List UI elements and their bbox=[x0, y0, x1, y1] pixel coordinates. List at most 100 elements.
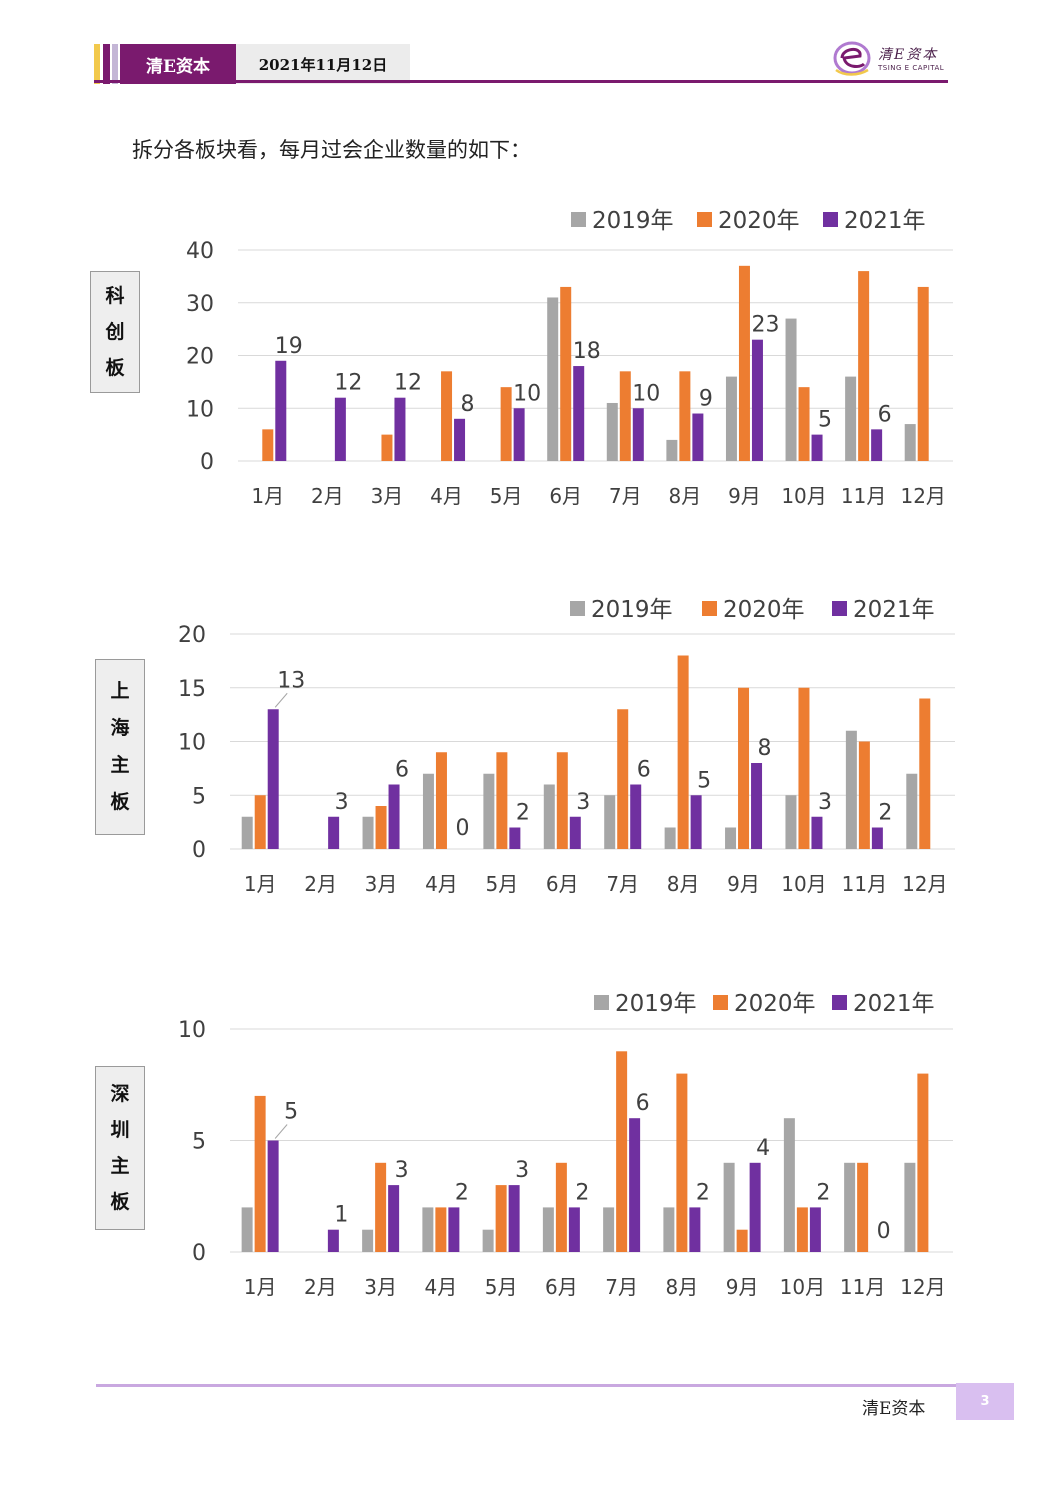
x-tick-label: 3月 bbox=[365, 872, 398, 896]
data-label: 8 bbox=[758, 736, 772, 761]
data-label: 18 bbox=[573, 339, 601, 364]
bar-2019年-4月 bbox=[422, 773, 434, 849]
data-label: 12 bbox=[334, 371, 362, 396]
data-label: 10 bbox=[513, 381, 541, 406]
logo-english: TSING E CAPITAL bbox=[878, 64, 945, 72]
bar-2020年-10月 bbox=[796, 1207, 808, 1252]
board-char: 创 bbox=[105, 321, 125, 343]
header-brand: 清E资本 bbox=[120, 44, 236, 84]
x-tick-label: 3月 bbox=[371, 484, 404, 508]
legend-label: 2020年 bbox=[718, 208, 800, 234]
data-label: 10 bbox=[632, 381, 660, 406]
bar-2019年-11月 bbox=[845, 730, 857, 849]
bar-2020年-12月 bbox=[917, 286, 929, 461]
bar-2019年-10月 bbox=[785, 795, 797, 849]
bar-2019年-1月 bbox=[241, 816, 253, 849]
data-label: 2 bbox=[516, 801, 530, 826]
x-tick-label: 6月 bbox=[549, 484, 582, 508]
bar-2021年-4月 bbox=[448, 1207, 460, 1252]
header-stripe-purple bbox=[103, 44, 110, 84]
y-tick-label: 0 bbox=[192, 1241, 206, 1266]
legend-label: 2019年 bbox=[592, 208, 674, 234]
bar-2021年-8月 bbox=[689, 1207, 701, 1252]
header-stripe-lavender bbox=[112, 44, 118, 84]
data-label: 12 bbox=[394, 371, 422, 396]
bar-2019年-12月 bbox=[906, 773, 918, 849]
bar-2021年-5月 bbox=[509, 827, 521, 849]
bar-2021年-7月 bbox=[630, 784, 642, 849]
bar-2020年-5月 bbox=[495, 1185, 507, 1252]
data-label: 8 bbox=[461, 392, 475, 417]
bar-2020年-10月 bbox=[798, 387, 810, 461]
bar-2019年-7月 bbox=[603, 1207, 615, 1252]
x-tick-label: 7月 bbox=[606, 872, 639, 896]
x-tick-label: 12月 bbox=[900, 1275, 945, 1299]
x-tick-label: 11月 bbox=[842, 872, 887, 896]
bar-2020年-10月 bbox=[798, 687, 810, 849]
data-label: 23 bbox=[751, 313, 779, 338]
bar-2021年-3月 bbox=[388, 1185, 400, 1252]
bar-2020年-8月 bbox=[677, 655, 689, 849]
bar-2020年-7月 bbox=[617, 709, 629, 849]
bar-2019年-1月 bbox=[241, 1207, 253, 1252]
bar-2019年-11月 bbox=[845, 376, 857, 461]
logo-chinese: 清E资本 bbox=[878, 47, 939, 63]
x-tick-label: 2月 bbox=[304, 872, 337, 896]
legend-label: 2021年 bbox=[844, 208, 926, 234]
legend-label: 2021年 bbox=[853, 597, 935, 623]
data-label: 6 bbox=[637, 758, 651, 783]
bar-2020年-5月 bbox=[496, 752, 508, 849]
bar-2020年-8月 bbox=[679, 371, 691, 461]
x-tick-label: 8月 bbox=[666, 1275, 699, 1299]
board-char: 主 bbox=[110, 1155, 130, 1177]
legend-swatch bbox=[823, 212, 838, 227]
bar-2020年-12月 bbox=[917, 1073, 929, 1252]
x-tick-label: 12月 bbox=[902, 872, 947, 896]
x-tick-label: 4月 bbox=[425, 1275, 458, 1299]
bar-2020年-11月 bbox=[858, 741, 870, 849]
header-rule bbox=[94, 80, 948, 83]
y-tick-label: 5 bbox=[192, 1130, 206, 1155]
bar-2021年-1月 bbox=[275, 360, 287, 461]
x-tick-label: 10月 bbox=[781, 872, 826, 896]
legend-swatch bbox=[832, 995, 847, 1010]
bar-2020年-9月 bbox=[738, 265, 750, 461]
bar-2020年-12月 bbox=[919, 698, 931, 849]
bar-2021年-7月 bbox=[629, 1118, 641, 1252]
bar-2020年-5月 bbox=[500, 387, 512, 461]
y-tick-label: 20 bbox=[186, 345, 214, 370]
legend-swatch bbox=[702, 601, 717, 616]
data-label: 3 bbox=[576, 790, 590, 815]
x-tick-label: 2月 bbox=[304, 1275, 337, 1299]
bar-2021年-9月 bbox=[751, 763, 763, 849]
x-tick-label: 1月 bbox=[244, 872, 277, 896]
x-tick-label: 10月 bbox=[781, 484, 826, 508]
data-label: 5 bbox=[284, 1100, 298, 1125]
board-char: 科 bbox=[105, 285, 125, 307]
legend-label: 2019年 bbox=[591, 597, 673, 623]
bar-2021年-4月 bbox=[454, 418, 466, 461]
footer-rule bbox=[96, 1384, 956, 1387]
bar-2021年-2月 bbox=[334, 397, 346, 461]
x-tick-label: 6月 bbox=[545, 1275, 578, 1299]
bar-2019年-9月 bbox=[723, 1162, 735, 1252]
bar-2020年-4月 bbox=[441, 371, 453, 461]
board-label-shanghai-main: 上 海 主 板 bbox=[95, 659, 145, 835]
x-tick-label: 12月 bbox=[900, 484, 945, 508]
data-label: 3 bbox=[395, 1158, 409, 1183]
x-tick-label: 4月 bbox=[430, 484, 463, 508]
chart-shanghai-main: 0 5 10 15 20 13 1月 3 2月 6 3月 0 4月 2 5月 3 6月 6 7月 5 8月 8 9月 3 10月… bbox=[178, 597, 955, 896]
y-tick-label: 0 bbox=[200, 450, 214, 475]
bar-2019年-3月 bbox=[362, 1229, 374, 1252]
bar-2020年-8月 bbox=[676, 1073, 688, 1252]
bar-2021年-8月 bbox=[692, 413, 704, 461]
x-tick-label: 11月 bbox=[840, 1275, 885, 1299]
bar-2020年-1月 bbox=[254, 795, 266, 849]
bar-2020年-1月 bbox=[254, 1095, 266, 1252]
bar-2020年-6月 bbox=[555, 1162, 567, 1252]
bar-2019年-6月 bbox=[547, 297, 559, 461]
legend-swatch bbox=[571, 212, 586, 227]
board-char: 上 bbox=[110, 680, 130, 702]
y-tick-label: 40 bbox=[186, 239, 214, 264]
data-label: 5 bbox=[697, 768, 711, 793]
